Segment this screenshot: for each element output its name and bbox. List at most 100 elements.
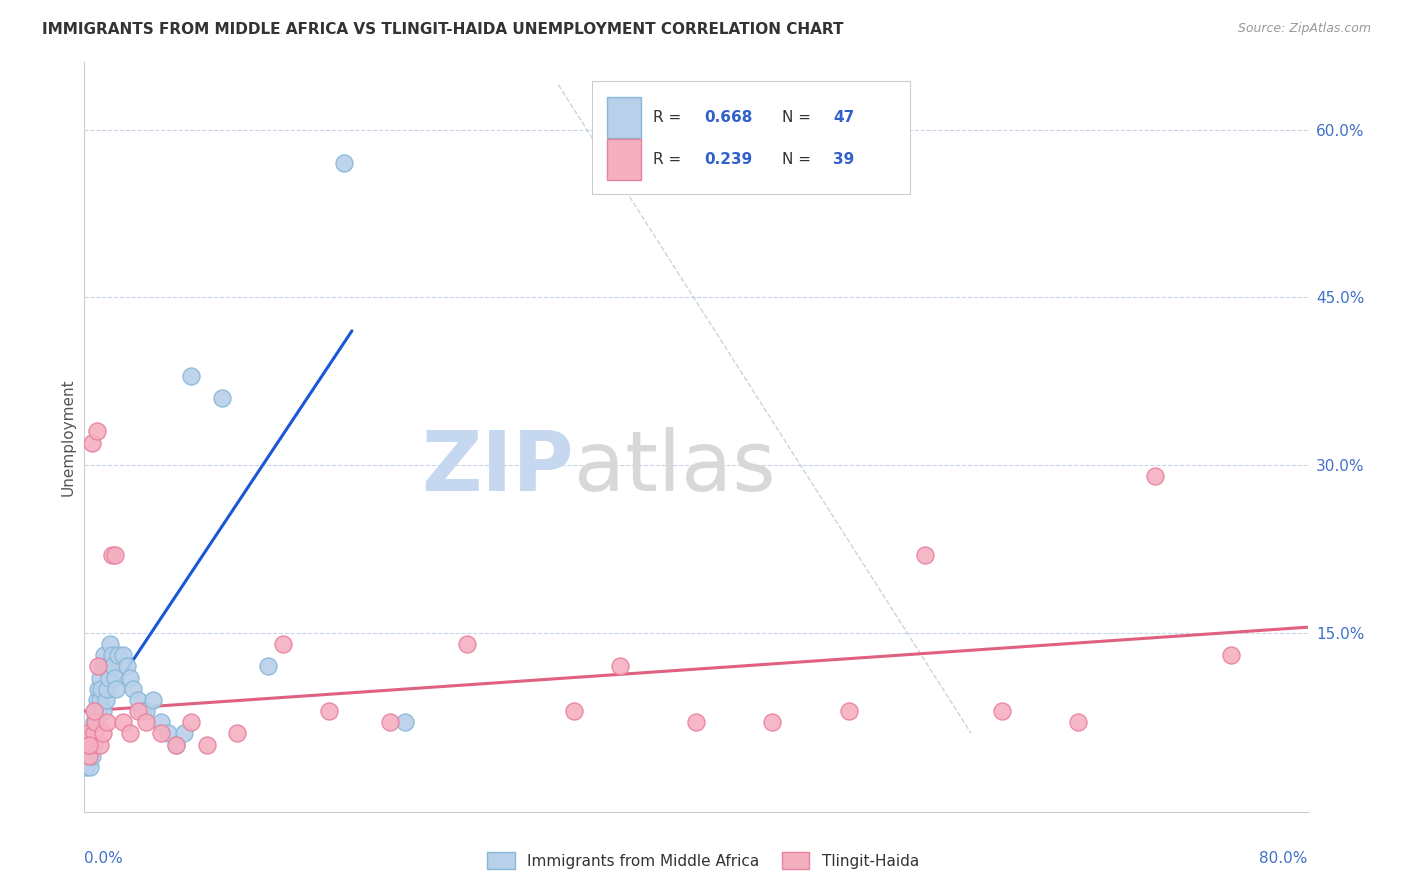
Text: 47: 47 bbox=[832, 110, 855, 125]
Point bbox=[87, 704, 110, 718]
Point bbox=[77, 748, 100, 763]
Point bbox=[149, 715, 172, 730]
Text: 80.0%: 80.0% bbox=[1260, 851, 1308, 866]
Bar bbox=[606, 139, 641, 180]
Point bbox=[91, 704, 114, 718]
FancyBboxPatch shape bbox=[592, 81, 910, 194]
Text: N =: N = bbox=[782, 110, 815, 125]
Point bbox=[80, 726, 103, 740]
Text: atlas: atlas bbox=[574, 426, 775, 508]
Point bbox=[76, 726, 98, 740]
Point bbox=[87, 659, 110, 673]
Text: N =: N = bbox=[782, 153, 815, 168]
Point bbox=[101, 648, 124, 662]
Legend: Immigrants from Middle Africa, Tlingit-Haida: Immigrants from Middle Africa, Tlingit-H… bbox=[481, 846, 925, 875]
Text: 0.0%: 0.0% bbox=[84, 851, 124, 866]
Point bbox=[157, 726, 180, 740]
Point bbox=[97, 671, 120, 685]
Text: 39: 39 bbox=[832, 153, 855, 168]
Point bbox=[111, 715, 134, 730]
Point bbox=[94, 693, 117, 707]
Point bbox=[89, 738, 111, 752]
Point bbox=[333, 156, 356, 170]
Point bbox=[115, 659, 138, 673]
Point bbox=[135, 715, 157, 730]
Point bbox=[76, 748, 98, 763]
Point bbox=[86, 693, 108, 707]
Point bbox=[1143, 469, 1166, 483]
Point bbox=[101, 548, 124, 562]
Point bbox=[77, 738, 100, 752]
Point bbox=[83, 715, 105, 730]
Point bbox=[180, 715, 202, 730]
Point bbox=[89, 671, 111, 685]
Point bbox=[107, 648, 129, 662]
Text: ZIP: ZIP bbox=[422, 426, 574, 508]
Point bbox=[914, 548, 936, 562]
Point bbox=[456, 637, 478, 651]
Point bbox=[75, 760, 97, 774]
Point bbox=[1067, 715, 1090, 730]
Point bbox=[96, 659, 118, 673]
Point bbox=[165, 738, 187, 752]
Point bbox=[79, 760, 101, 774]
Point bbox=[86, 425, 108, 439]
Point bbox=[271, 637, 294, 651]
Point bbox=[103, 659, 125, 673]
Point bbox=[105, 681, 128, 696]
Point bbox=[127, 693, 149, 707]
Point bbox=[180, 368, 202, 383]
Point bbox=[91, 726, 114, 740]
Point bbox=[1220, 648, 1243, 662]
Point bbox=[84, 704, 107, 718]
Text: 0.668: 0.668 bbox=[704, 110, 752, 125]
Point bbox=[173, 726, 195, 740]
Point bbox=[838, 704, 860, 718]
Bar bbox=[606, 96, 641, 137]
Point bbox=[135, 704, 157, 718]
Point bbox=[111, 648, 134, 662]
Text: 0.239: 0.239 bbox=[704, 153, 752, 168]
Point bbox=[77, 738, 100, 752]
Point bbox=[318, 704, 340, 718]
Point bbox=[83, 726, 105, 740]
Point bbox=[80, 748, 103, 763]
Text: IMMIGRANTS FROM MIDDLE AFRICA VS TLINGIT-HAIDA UNEMPLOYMENT CORRELATION CHART: IMMIGRANTS FROM MIDDLE AFRICA VS TLINGIT… bbox=[42, 22, 844, 37]
Point bbox=[80, 435, 103, 450]
Point bbox=[149, 726, 172, 740]
Point bbox=[120, 671, 142, 685]
Point bbox=[84, 715, 107, 730]
Point bbox=[96, 715, 118, 730]
Point bbox=[90, 681, 112, 696]
Point bbox=[991, 704, 1014, 718]
Point bbox=[83, 704, 105, 718]
Point bbox=[165, 738, 187, 752]
Point bbox=[87, 681, 110, 696]
Point bbox=[89, 693, 111, 707]
Point bbox=[257, 659, 280, 673]
Point bbox=[127, 704, 149, 718]
Point bbox=[93, 648, 115, 662]
Point bbox=[226, 726, 249, 740]
Point bbox=[104, 671, 127, 685]
Point bbox=[91, 659, 114, 673]
Point bbox=[211, 391, 233, 405]
Text: R =: R = bbox=[654, 153, 686, 168]
Point bbox=[104, 548, 127, 562]
Point bbox=[142, 693, 165, 707]
Text: Source: ZipAtlas.com: Source: ZipAtlas.com bbox=[1237, 22, 1371, 36]
Point bbox=[761, 715, 783, 730]
Point bbox=[685, 715, 707, 730]
Point bbox=[79, 738, 101, 752]
Point bbox=[86, 715, 108, 730]
Point bbox=[75, 738, 97, 752]
Point bbox=[98, 637, 121, 651]
Y-axis label: Unemployment: Unemployment bbox=[60, 378, 76, 496]
Text: R =: R = bbox=[654, 110, 686, 125]
Point bbox=[195, 738, 218, 752]
Point bbox=[120, 726, 142, 740]
Point bbox=[609, 659, 631, 673]
Point bbox=[122, 681, 145, 696]
Point bbox=[380, 715, 402, 730]
Point bbox=[83, 738, 105, 752]
